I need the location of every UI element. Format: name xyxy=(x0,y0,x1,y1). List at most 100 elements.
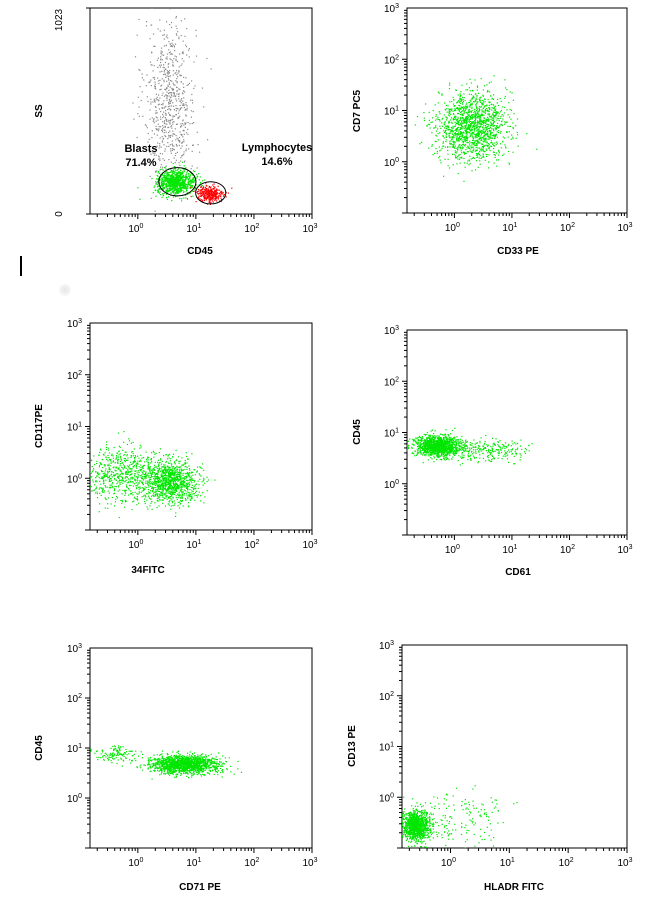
event-point xyxy=(170,458,172,460)
event-point xyxy=(210,188,212,190)
event-point xyxy=(490,122,492,124)
event-point xyxy=(105,456,107,458)
event-point xyxy=(499,124,501,126)
event-point xyxy=(489,131,491,133)
event-point xyxy=(109,469,111,471)
event-point xyxy=(466,112,468,114)
event-point xyxy=(184,463,186,465)
event-point xyxy=(453,116,456,118)
event-point xyxy=(509,108,511,111)
event-point xyxy=(191,80,193,82)
event-point xyxy=(119,482,121,484)
event-point xyxy=(479,126,481,128)
event-point xyxy=(163,175,166,177)
event-point xyxy=(202,492,204,494)
event-point xyxy=(104,474,106,477)
event-point xyxy=(173,491,175,493)
event-point xyxy=(157,495,159,497)
event-point xyxy=(171,188,173,190)
event-point xyxy=(446,116,448,119)
event-point xyxy=(203,187,205,189)
event-point xyxy=(163,159,166,161)
event-point xyxy=(181,188,183,190)
event-point xyxy=(187,178,189,180)
event-point xyxy=(169,472,172,474)
event-point xyxy=(178,486,180,489)
event-point xyxy=(181,107,183,109)
event-point xyxy=(185,102,187,104)
event-point xyxy=(214,479,216,481)
event-point xyxy=(210,190,212,192)
event-point xyxy=(478,133,480,135)
event-point xyxy=(169,474,171,476)
event-point xyxy=(171,492,173,494)
event-point xyxy=(153,133,155,135)
event-point xyxy=(184,462,186,464)
event-point xyxy=(485,139,487,141)
event-point xyxy=(178,66,180,68)
event-point xyxy=(449,146,451,148)
event-point xyxy=(194,494,196,497)
event-point xyxy=(479,132,481,134)
event-point xyxy=(482,121,484,123)
event-point xyxy=(178,36,180,38)
event-point xyxy=(169,460,171,462)
event-point xyxy=(122,477,124,480)
event-point xyxy=(162,488,164,490)
event-point xyxy=(185,108,187,111)
event-point xyxy=(162,469,164,472)
event-point xyxy=(167,106,169,108)
event-point xyxy=(434,152,436,154)
event-point xyxy=(493,94,495,96)
event-point xyxy=(465,89,467,91)
event-point xyxy=(456,120,458,122)
event-point xyxy=(507,114,509,116)
event-point xyxy=(147,100,149,102)
event-point xyxy=(489,127,491,129)
event-point xyxy=(467,136,469,139)
event-point xyxy=(480,122,482,125)
event-point xyxy=(479,118,481,120)
event-point xyxy=(454,133,456,135)
event-point xyxy=(165,114,167,116)
event-point xyxy=(175,72,177,74)
event-point xyxy=(192,102,194,104)
event-point xyxy=(173,493,175,495)
event-point xyxy=(191,99,193,101)
event-point xyxy=(174,50,176,52)
event-point xyxy=(158,100,160,102)
event-point xyxy=(477,153,479,155)
event-point xyxy=(177,186,179,189)
event-point xyxy=(469,106,471,108)
event-point xyxy=(476,121,478,123)
event-point xyxy=(460,131,462,133)
event-point xyxy=(149,481,151,483)
event-point xyxy=(117,432,120,434)
event-point xyxy=(180,480,182,482)
event-point xyxy=(494,127,496,129)
event-point xyxy=(460,127,462,129)
event-point xyxy=(512,128,514,130)
event-point xyxy=(103,481,105,483)
event-point xyxy=(138,475,140,477)
event-point xyxy=(452,129,454,131)
event-point xyxy=(143,476,145,478)
event-point xyxy=(125,473,127,475)
event-point xyxy=(484,137,486,139)
event-point xyxy=(162,476,164,479)
event-point xyxy=(164,477,166,479)
event-point xyxy=(140,480,142,482)
event-point xyxy=(458,101,460,103)
event-point xyxy=(429,124,431,126)
event-point xyxy=(180,471,182,474)
event-point xyxy=(179,486,181,488)
event-point xyxy=(482,136,484,138)
event-point xyxy=(465,128,468,130)
event-point xyxy=(499,98,501,100)
event-point xyxy=(210,202,212,204)
event-point xyxy=(496,102,498,104)
event-point xyxy=(171,191,173,193)
event-point xyxy=(168,483,170,486)
event-point xyxy=(442,135,444,137)
event-point xyxy=(142,473,144,475)
